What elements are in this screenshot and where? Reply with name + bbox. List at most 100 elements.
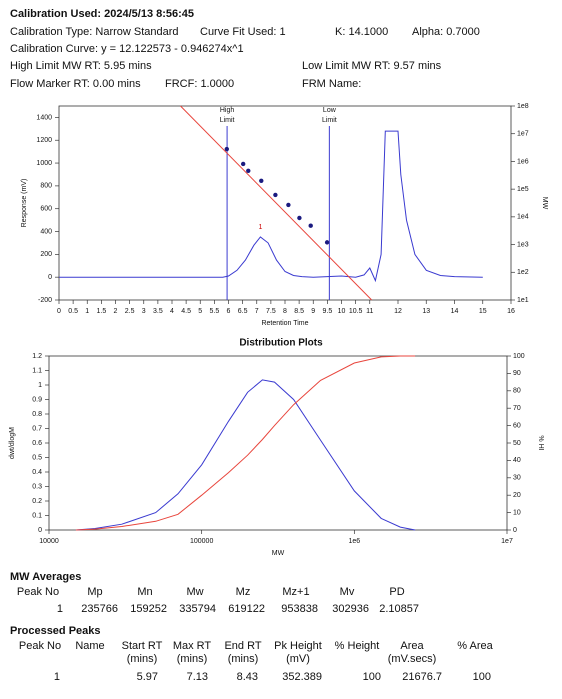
y2-tick-label: 1e1: [517, 297, 529, 304]
column-header: Name: [75, 640, 104, 652]
x-tick-label: 7: [255, 308, 259, 315]
cell: 1: [54, 671, 60, 683]
cell: 619122: [228, 603, 265, 615]
y-tick-label: 0.2: [32, 498, 42, 505]
limit-label: Low: [323, 107, 337, 114]
curve-fit: Curve Fit Used: 1: [200, 26, 286, 38]
column-header: Mp: [87, 586, 102, 598]
y2-tick-label: 30: [513, 475, 521, 482]
peak-label: 1: [258, 224, 262, 231]
y-tick-label: 1.1: [32, 367, 42, 374]
y2-tick-label: 100: [513, 353, 525, 360]
y2-tick-label: 50: [513, 440, 521, 447]
y2-tick-label: 90: [513, 370, 521, 377]
point: [240, 161, 246, 167]
y-tick-label: 200: [40, 251, 52, 258]
cell: 159252: [130, 603, 167, 615]
low-limit: Low Limit MW RT: 9.57 mins: [302, 60, 442, 72]
series-line: [75, 379, 416, 531]
column-header: (mV.secs): [388, 653, 437, 665]
limit-label: High: [220, 107, 235, 114]
y2-tick-label: 40: [513, 457, 521, 464]
y2-tick-label: 1e4: [517, 214, 529, 221]
x-tick-label: 15: [479, 308, 487, 315]
y2-tick-label: 70: [513, 405, 521, 412]
y-tick-label: 800: [40, 183, 52, 190]
calibration-type: Calibration Type: Narrow Standard: [10, 26, 179, 38]
x-tick-label: 0.5: [68, 308, 78, 315]
calibration-curve: Calibration Curve: y = 12.122573 - 0.946…: [10, 43, 244, 55]
column-header: Mw: [186, 586, 203, 598]
y2-tick-label: 1e5: [517, 186, 529, 193]
alpha: Alpha: 0.7000: [412, 26, 480, 38]
high-limit: High Limit MW RT: 5.95 mins: [10, 60, 152, 72]
x-tick-label: 4: [170, 308, 174, 315]
column-header: PD: [389, 586, 404, 598]
column-header: Mz+1: [282, 586, 309, 598]
x-tick-label: 3: [142, 308, 146, 315]
x-tick-label: 6: [227, 308, 231, 315]
column-header: Peak No: [17, 586, 59, 598]
cell: 235766: [81, 603, 118, 615]
y2-tick-label: 0: [513, 527, 517, 534]
x-tick-label: 1.5: [97, 308, 107, 315]
plot-frame: [48, 355, 508, 531]
column-header: Area: [400, 640, 424, 652]
x-tick-label: 3.5: [153, 308, 163, 315]
column-header: (mV): [286, 653, 310, 665]
cell: 953838: [281, 603, 318, 615]
point: [297, 215, 302, 221]
calibration-used: Calibration Used: 2024/5/13 8:56:45: [10, 8, 194, 20]
y-tick-label: 1000: [36, 160, 52, 167]
series-line: [59, 130, 483, 283]
y-tick-label: 0.3: [32, 483, 42, 490]
y2-axis-label: % HI: [537, 435, 544, 450]
x-tick-label: 1e7: [501, 538, 513, 545]
y2-tick-label: 1e2: [517, 269, 529, 276]
point: [324, 240, 330, 245]
x-tick-label: 8.5: [294, 308, 304, 315]
x-tick-label: 10000: [39, 538, 59, 545]
y-tick-label: 0.9: [32, 396, 42, 403]
limit-label: Limit: [220, 117, 235, 124]
y-axis-label: Response (mV): [21, 179, 28, 228]
y2-tick-label: 60: [513, 422, 521, 429]
column-header: (mins): [177, 653, 208, 665]
k: K: 14.1000: [335, 26, 388, 38]
x-axis-label: MW: [272, 550, 285, 557]
x-tick-label: 8: [283, 308, 287, 315]
x-tick-label: 2: [114, 308, 118, 315]
y-tick-label: 0.6: [32, 440, 42, 447]
point: [286, 202, 291, 208]
column-header: Max RT: [173, 640, 212, 652]
y2-tick-label: 1e6: [517, 158, 529, 165]
y-tick-label: 0.1: [32, 512, 42, 519]
y-tick-label: 0.5: [32, 454, 42, 461]
cell: 2.10857: [379, 603, 419, 615]
cell: 21676.7: [402, 671, 442, 683]
x-tick-label: 5.5: [210, 308, 220, 315]
y-tick-label: 400: [40, 228, 52, 235]
chart-title: Distribution Plots: [239, 338, 323, 349]
x-tick-label: 7.5: [266, 308, 276, 315]
column-header: Start RT: [122, 640, 163, 652]
y-tick-label: 1200: [36, 137, 52, 144]
column-header: % Height: [335, 640, 380, 652]
y2-tick-label: 20: [513, 492, 521, 499]
table-title: MW Averages: [10, 571, 81, 583]
y-tick-label: 0.4: [32, 469, 42, 476]
column-header: (mins): [127, 653, 158, 665]
column-header: Peak No: [19, 640, 61, 652]
cell: 100: [473, 671, 491, 683]
y-tick-label: 1400: [36, 114, 52, 121]
y-tick-label: 0: [48, 274, 52, 281]
point: [259, 178, 264, 184]
column-header: (mins): [228, 653, 259, 665]
series-line: [180, 105, 373, 301]
x-tick-label: 11: [366, 308, 373, 315]
series-line: [75, 355, 416, 531]
point: [308, 223, 313, 228]
x-tick-label: 14: [451, 308, 459, 315]
x-tick-label: 1: [85, 308, 89, 315]
